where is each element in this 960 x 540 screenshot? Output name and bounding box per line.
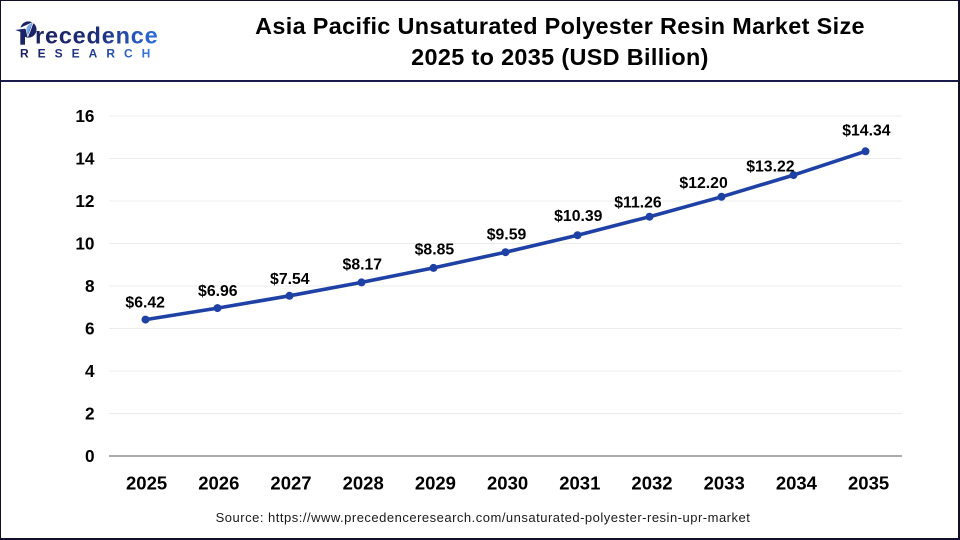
svg-text:2029: 2029 bbox=[415, 473, 456, 494]
svg-text:2027: 2027 bbox=[270, 473, 311, 494]
svg-text:2035: 2035 bbox=[848, 473, 889, 494]
svg-text:4: 4 bbox=[85, 361, 95, 381]
svg-text:2031: 2031 bbox=[559, 473, 600, 494]
svg-text:$7.54: $7.54 bbox=[270, 271, 310, 288]
svg-text:recedence: recedence bbox=[35, 23, 158, 49]
svg-text:2030: 2030 bbox=[487, 473, 528, 494]
svg-text:8: 8 bbox=[85, 276, 95, 296]
svg-text:$10.39: $10.39 bbox=[554, 208, 603, 225]
svg-text:$11.26: $11.26 bbox=[614, 194, 662, 211]
svg-text:2032: 2032 bbox=[631, 473, 672, 494]
svg-text:2026: 2026 bbox=[198, 473, 239, 494]
svg-text:2034: 2034 bbox=[776, 473, 818, 494]
svg-text:2028: 2028 bbox=[343, 473, 384, 494]
svg-text:2033: 2033 bbox=[704, 473, 745, 494]
svg-text:RESEARCH: RESEARCH bbox=[20, 47, 159, 61]
svg-text:6: 6 bbox=[85, 319, 95, 339]
svg-text:2025: 2025 bbox=[126, 473, 167, 494]
svg-text:$9.59: $9.59 bbox=[487, 227, 527, 244]
svg-text:$6.42: $6.42 bbox=[125, 295, 165, 312]
svg-text:14: 14 bbox=[75, 149, 95, 169]
svg-text:0: 0 bbox=[85, 446, 95, 466]
svg-text:$13.22: $13.22 bbox=[746, 158, 795, 175]
svg-text:2: 2 bbox=[85, 404, 95, 424]
svg-text:$12.20: $12.20 bbox=[679, 175, 728, 192]
svg-text:16: 16 bbox=[75, 106, 94, 126]
svg-text:12: 12 bbox=[75, 191, 94, 211]
svg-text:$14.34: $14.34 bbox=[842, 123, 891, 140]
svg-text:$6.96: $6.96 bbox=[198, 283, 238, 300]
svg-text:$8.17: $8.17 bbox=[343, 257, 383, 274]
svg-text:$8.85: $8.85 bbox=[415, 242, 455, 259]
svg-text:10: 10 bbox=[75, 234, 94, 254]
